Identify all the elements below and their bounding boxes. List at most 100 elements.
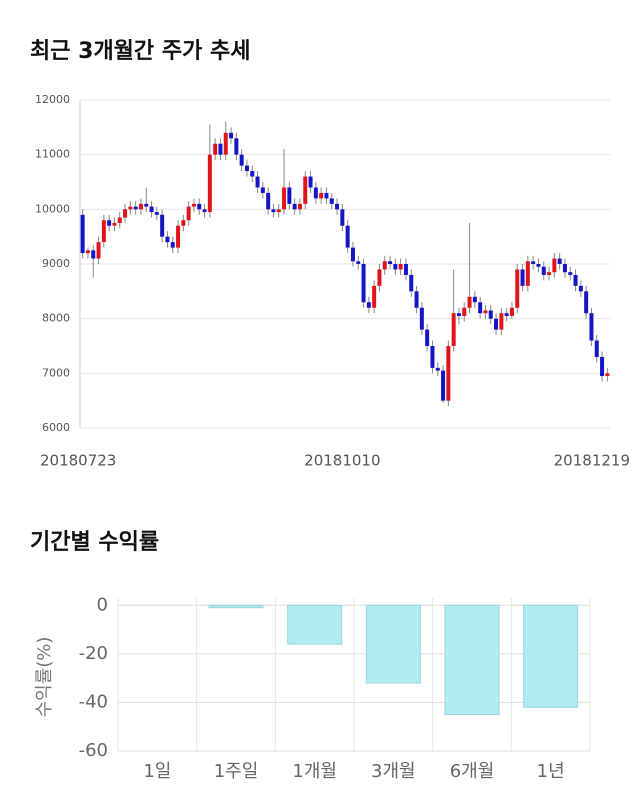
candle-body <box>250 171 255 177</box>
candle-body <box>287 187 292 204</box>
candle-body <box>372 285 377 308</box>
candle-body <box>361 264 366 303</box>
y-tick-label: 9000 <box>42 257 70 270</box>
x-tick-label: 20181219 <box>554 452 630 470</box>
candle-body <box>345 225 350 248</box>
y-tick-label: -60 <box>79 740 108 761</box>
candle-body <box>244 165 249 172</box>
candle-body <box>430 346 435 368</box>
candle-body <box>170 242 175 248</box>
candle-body <box>393 264 398 270</box>
candle-body <box>425 329 430 346</box>
candle-body <box>446 346 451 401</box>
candle-body <box>366 302 371 308</box>
candle-body <box>191 203 196 207</box>
candle-body <box>377 269 382 286</box>
candle-body <box>112 223 117 226</box>
candle-body <box>568 272 573 275</box>
candle-body <box>202 209 207 213</box>
candle-body <box>467 296 472 308</box>
candle-body <box>96 242 101 259</box>
candle-body <box>324 192 329 199</box>
bar <box>444 604 500 716</box>
bar <box>287 604 343 645</box>
candle-body <box>292 203 297 210</box>
candle-body <box>600 356 605 377</box>
candle-body <box>573 274 578 286</box>
candle-body <box>541 266 546 275</box>
y-tick-label: 0 <box>97 594 108 615</box>
candle-body <box>117 217 122 223</box>
candle-body <box>266 192 271 210</box>
candle-body <box>504 313 509 316</box>
candle-body <box>329 198 334 204</box>
candle-body <box>409 274 414 292</box>
candle-body <box>255 176 260 188</box>
x-tick-label: 3개월 <box>371 761 416 782</box>
candle-body <box>350 247 355 262</box>
candle-body <box>149 206 154 213</box>
candle-body <box>557 258 562 264</box>
candle-body <box>478 302 483 314</box>
candle-body <box>319 192 324 199</box>
candle-body <box>398 264 403 270</box>
candle-body <box>101 220 106 243</box>
candle-body <box>525 261 530 286</box>
section-title: 최근 3개월간 주가 추세 <box>30 39 250 64</box>
candle-body <box>472 296 477 303</box>
candle-body <box>138 203 143 210</box>
candle-body <box>441 370 446 401</box>
candle-body <box>297 203 302 210</box>
candle-body <box>605 373 610 377</box>
bar <box>365 604 421 684</box>
candle-body <box>165 236 170 243</box>
candle-body <box>451 313 456 346</box>
y-tick-label: 8000 <box>42 312 70 325</box>
candle-body <box>589 313 594 341</box>
x-tick-label: 1일 <box>143 761 171 782</box>
y-tick-label: 10000 <box>35 202 70 215</box>
candle-body <box>197 203 202 210</box>
candle-body <box>276 209 281 213</box>
candle-body <box>483 310 488 314</box>
candle-body <box>356 261 361 264</box>
candle-body <box>456 313 461 316</box>
candle-body <box>547 272 552 275</box>
bar <box>208 604 264 609</box>
candle-body <box>160 214 165 237</box>
candle-body <box>239 154 244 166</box>
candle-body <box>520 269 525 286</box>
candle-body <box>388 261 393 264</box>
candle-body <box>229 132 234 139</box>
candle-body <box>218 143 223 155</box>
y-tick-label: 11000 <box>35 148 70 161</box>
candle-body <box>419 307 424 330</box>
y-tick-label: -40 <box>79 691 108 712</box>
candle-body <box>335 203 340 210</box>
candle-body <box>584 291 589 314</box>
candle-body <box>144 203 149 207</box>
candle-body <box>531 261 536 264</box>
x-tick-label: 20180723 <box>40 452 116 470</box>
x-tick-label: 20181010 <box>304 452 380 470</box>
candle-body <box>562 264 567 273</box>
x-tick-label: 6개월 <box>450 761 495 782</box>
candle-body <box>403 264 408 275</box>
candle-body <box>499 313 504 330</box>
candle-body <box>91 250 96 259</box>
candle-body <box>123 209 128 218</box>
candle-body <box>462 307 467 316</box>
y-tick-label: -20 <box>79 643 108 664</box>
candle-body <box>107 220 112 226</box>
y-axis-label: 수익률(%) <box>34 637 55 718</box>
x-tick-label: 1주일 <box>214 761 259 782</box>
candle-body <box>488 310 493 319</box>
x-tick-label: 1년 <box>537 761 565 782</box>
candle-body <box>133 206 138 210</box>
candle-body <box>80 214 85 254</box>
candle-body <box>515 269 520 308</box>
x-tick-label: 1개월 <box>292 761 337 782</box>
candle-body <box>509 307 514 316</box>
y-tick-label: 7000 <box>42 366 70 379</box>
